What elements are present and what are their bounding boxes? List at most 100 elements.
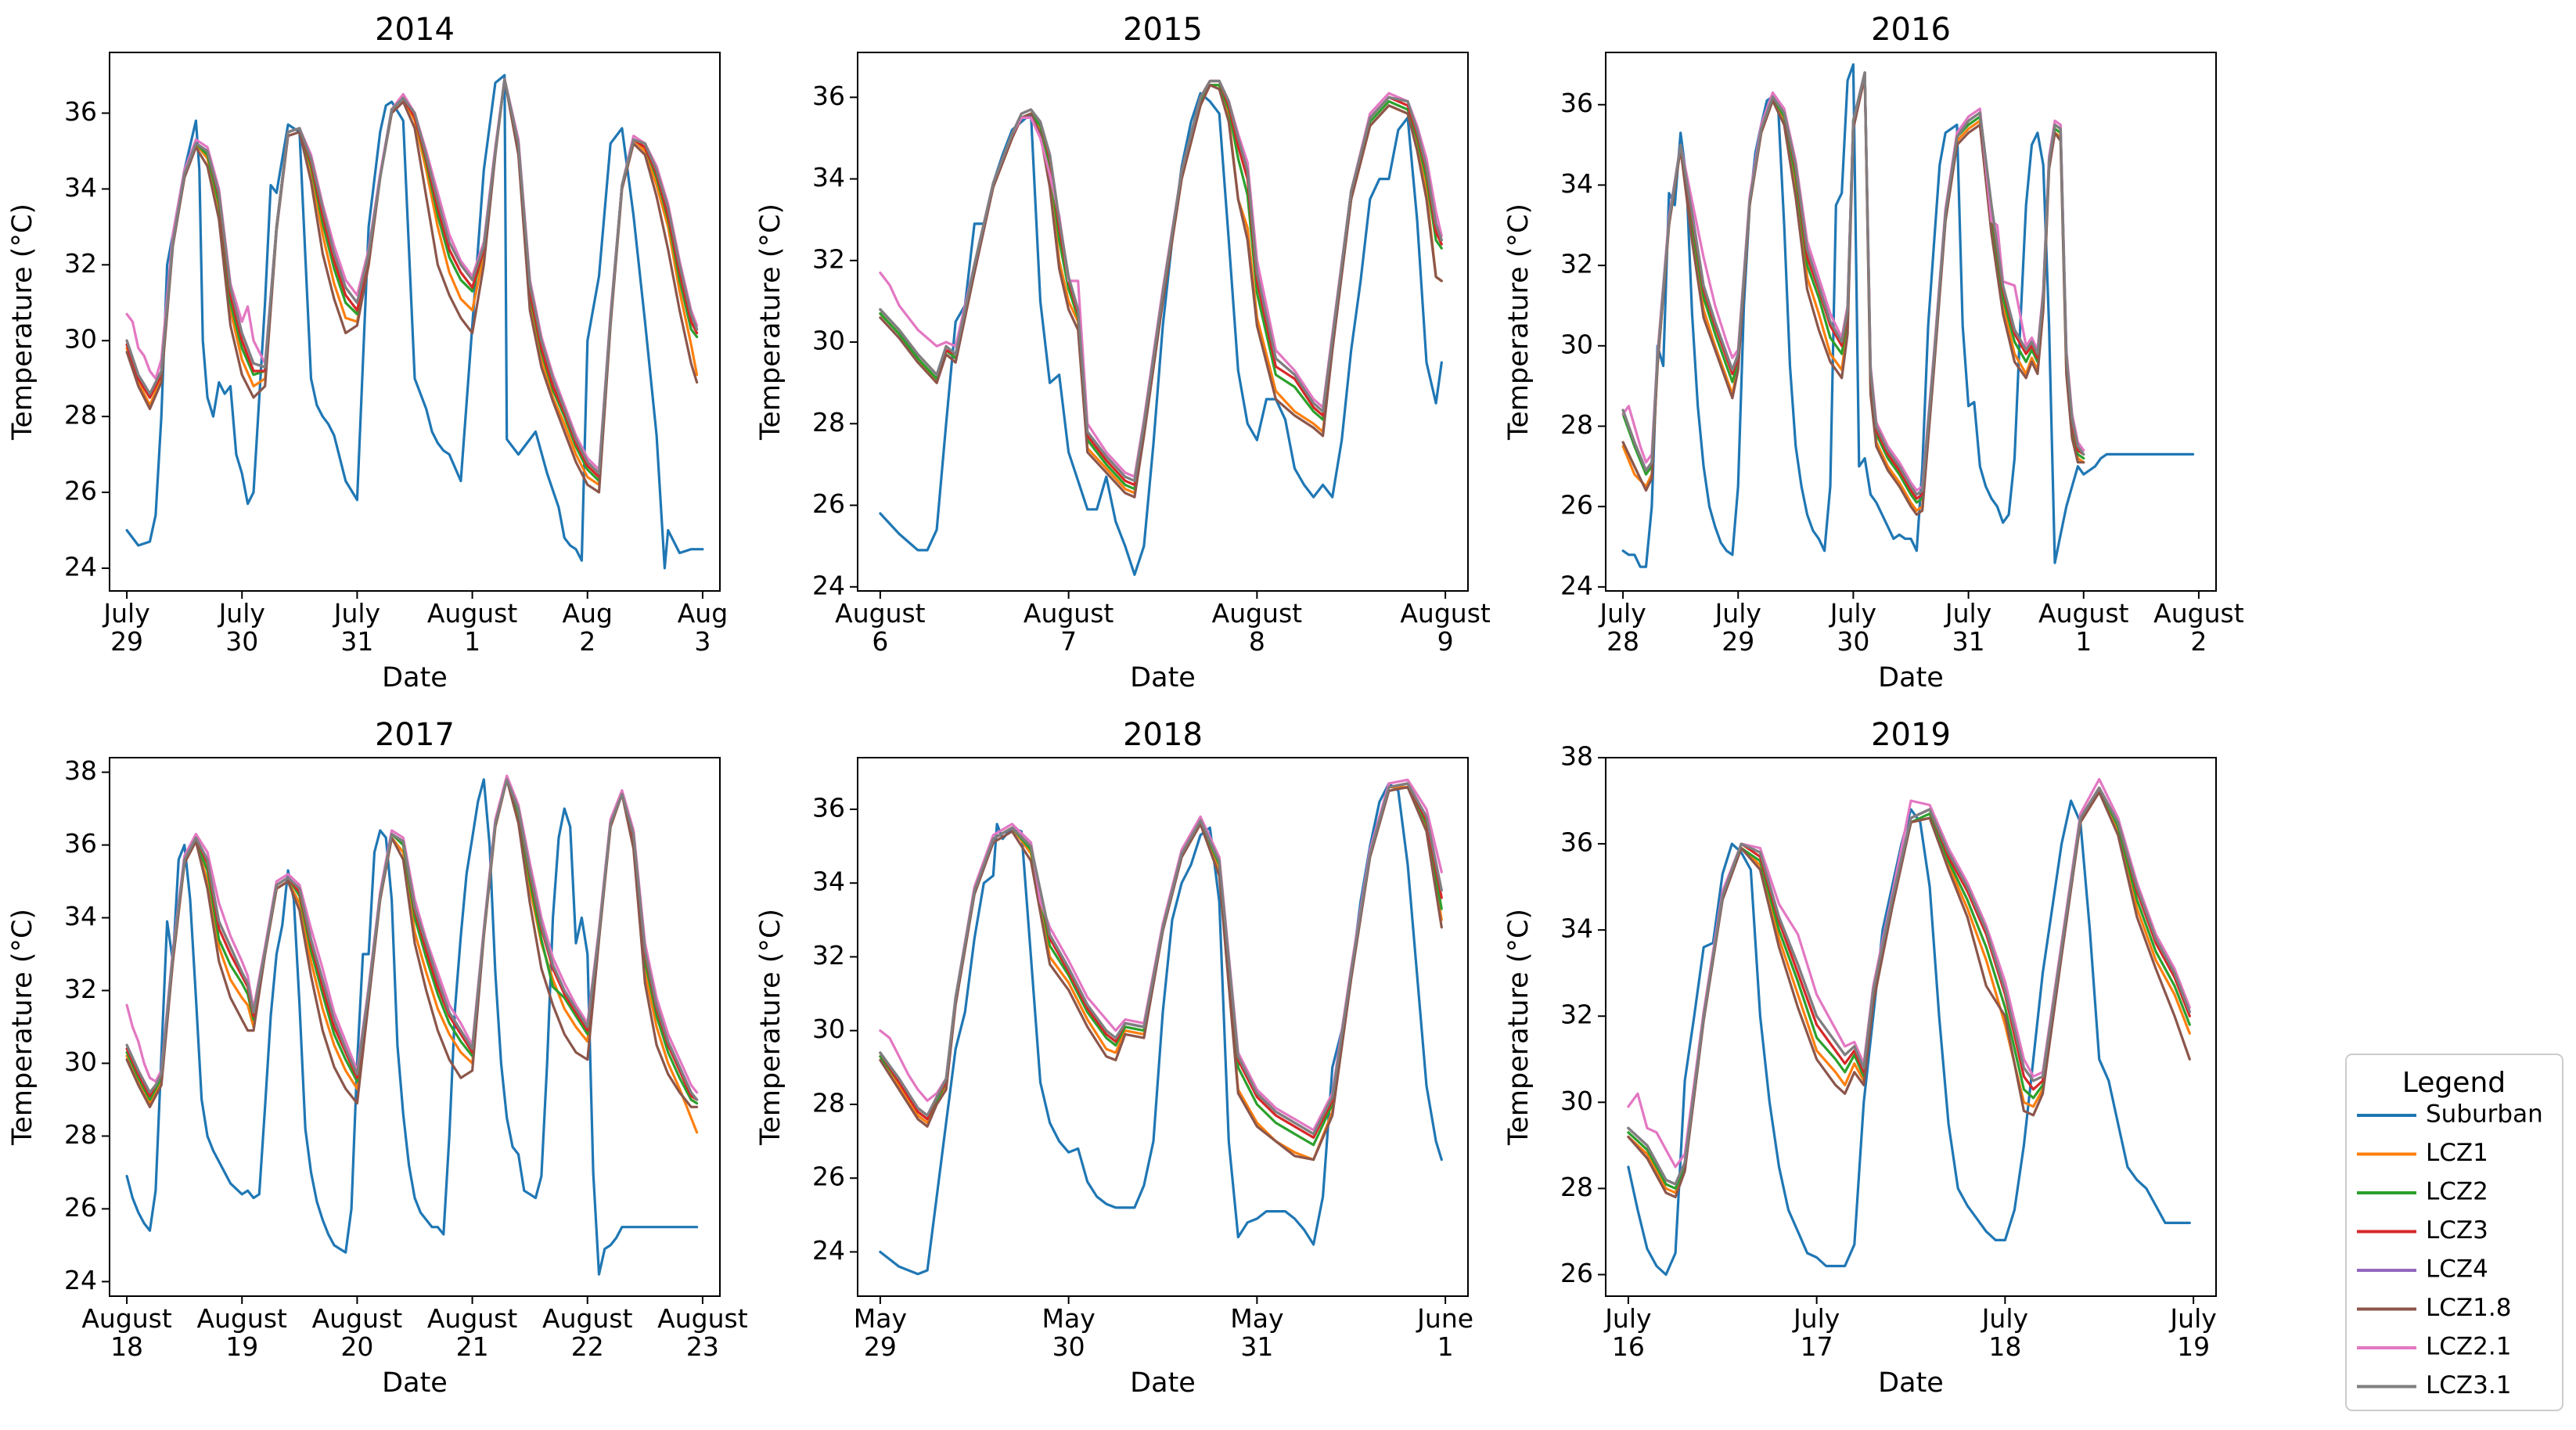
chart-panel-2018: 24262830323436May29May30May31June12018Da…: [755, 717, 1473, 1399]
x-tick-label-month: July: [1603, 1303, 1651, 1334]
axes-frame: [857, 757, 1469, 1297]
chart-panels: 24262830323436July29July30July31August1A…: [7, 12, 2244, 1399]
y-axis-label: Temperature (°C): [755, 909, 786, 1146]
x-tick-label-day: 29: [110, 626, 143, 657]
chart-panel-2014: 24262830323436July29July30July31August1A…: [7, 12, 728, 693]
y-tick-label: 32: [64, 974, 97, 1004]
series-lines: [125, 74, 704, 570]
series-lines: [879, 79, 1443, 576]
y-tick-label: 34: [812, 866, 845, 897]
y-tick-label: 28: [812, 407, 845, 438]
x-tick-label-day: 18: [1988, 1331, 2021, 1362]
y-tick-label: 32: [812, 243, 845, 274]
x-tick-label-day: 30: [1052, 1331, 1085, 1362]
chart-panel-2016: 24262830323436July28July29July30July31Au…: [1503, 12, 2244, 693]
y-tick-label: 36: [812, 81, 845, 111]
x-tick-label-day: 29: [864, 1331, 897, 1362]
y-axis-label: Temperature (°C): [1503, 204, 1534, 441]
x-tick-label-month: August: [312, 1303, 403, 1334]
y-axis-label: Temperature (°C): [7, 909, 38, 1146]
y-axis-label: Temperature (°C): [1503, 909, 1534, 1146]
x-tick-label-day: 9: [1437, 626, 1454, 657]
series-line-Suburban: [125, 74, 704, 570]
x-tick-label-month: August: [1024, 598, 1114, 629]
chart-title: 2014: [375, 12, 455, 48]
x-tick-label-day: 28: [1606, 626, 1639, 657]
x-tick-label-day: 19: [225, 1331, 258, 1362]
chart-title: 2019: [1871, 717, 1951, 753]
x-tick-label-month: May: [1042, 1303, 1096, 1334]
x-tick-label-month: August: [81, 1303, 172, 1334]
series-lines: [1621, 63, 2195, 568]
y-tick-label: 24: [812, 1235, 845, 1266]
y-tick-label: 26: [812, 488, 845, 519]
x-axis-label: Date: [1130, 1367, 1196, 1399]
x-tick-label-month: August: [542, 1303, 633, 1334]
series-line-Suburban: [879, 782, 1443, 1276]
x-tick-label-month: July: [1981, 1303, 2028, 1334]
y-tick-label: 34: [1560, 168, 1593, 199]
x-axis-label: Date: [382, 1367, 448, 1399]
y-tick-label: 36: [1560, 88, 1593, 118]
x-tick-label-month: July: [2168, 1303, 2216, 1334]
x-tick-label-month: August: [657, 1303, 748, 1334]
y-tick-label: 24: [64, 1265, 97, 1295]
y-tick-label: 36: [64, 828, 97, 859]
series-line-Suburban: [125, 778, 699, 1276]
x-tick-label-month: August: [427, 598, 518, 629]
y-tick-label: 30: [812, 1014, 845, 1044]
x-tick-label-month: July: [1944, 598, 1991, 629]
chart-title: 2018: [1123, 717, 1203, 753]
y-tick-label: 34: [812, 162, 845, 193]
x-tick-label-day: 31: [1240, 1331, 1273, 1362]
x-tick-label-day: 1: [2075, 626, 2092, 657]
x-axis-label: Date: [382, 662, 448, 693]
x-tick-label-month: August: [835, 598, 926, 629]
series-line-LCZ1: [125, 77, 699, 486]
x-tick-label-month: August: [197, 1303, 288, 1334]
x-tick-label-month: June: [1416, 1303, 1473, 1334]
series-line-LCZ1.8: [1627, 791, 2191, 1199]
y-tick-label: 38: [1560, 741, 1593, 772]
x-tick-label-day: 19: [2177, 1331, 2210, 1362]
x-axis-label: Date: [1878, 1367, 1944, 1399]
series-line-LCZ3.1: [125, 778, 699, 1101]
x-tick-label-month: July: [102, 598, 149, 629]
axes-frame: [1605, 757, 2217, 1297]
legend: Legend Suburban LCZ1 LCZ2 LCZ3 LCZ4 LCZ1.8 LCZ…: [2345, 1054, 2563, 1411]
y-tick-label: 24: [812, 570, 845, 600]
y-tick-label: 26: [64, 476, 97, 506]
legend-frame: [2345, 1054, 2563, 1411]
y-tick-label: 30: [64, 324, 97, 355]
y-tick-label: 30: [1560, 329, 1593, 359]
series-lines: [1627, 777, 2191, 1277]
y-axis-label: Temperature (°C): [755, 204, 786, 441]
x-tick-label-month: July: [1829, 598, 1876, 629]
x-tick-label-month: May: [1230, 1303, 1283, 1334]
series-line-LCZ2.1: [1627, 777, 2191, 1169]
x-tick-label-month: Aug: [678, 598, 728, 629]
x-axis-label: Date: [1878, 662, 1944, 693]
series-line-LCZ3.1: [125, 77, 699, 475]
legend-label-Suburban: Suburban: [2426, 1100, 2543, 1129]
y-tick-label: 36: [812, 792, 845, 823]
x-tick-label-month: July: [218, 598, 265, 629]
series-line-LCZ1: [1627, 791, 2191, 1194]
series-line-LCZ3.1: [879, 79, 1443, 482]
x-tick-label-month: Aug: [563, 598, 613, 629]
series-line-LCZ2: [879, 782, 1443, 1147]
y-tick-label: 34: [64, 901, 97, 931]
x-tick-label-day: 7: [1060, 626, 1077, 657]
series-line-LCZ3.1: [879, 782, 1443, 1136]
x-tick-label-day: 1: [464, 626, 480, 657]
series-line-LCZ4: [879, 79, 1443, 482]
y-tick-label: 32: [812, 940, 845, 971]
series-line-Suburban: [1621, 63, 2195, 568]
y-tick-label: 30: [64, 1046, 97, 1077]
series-line-LCZ1.8: [125, 778, 699, 1108]
series-line-LCZ1.8: [879, 786, 1443, 1162]
x-tick-label-day: 6: [872, 626, 888, 657]
chart-title: 2017: [375, 717, 455, 753]
y-tick-label: 28: [64, 1119, 97, 1150]
x-tick-label-day: 8: [1249, 626, 1265, 657]
